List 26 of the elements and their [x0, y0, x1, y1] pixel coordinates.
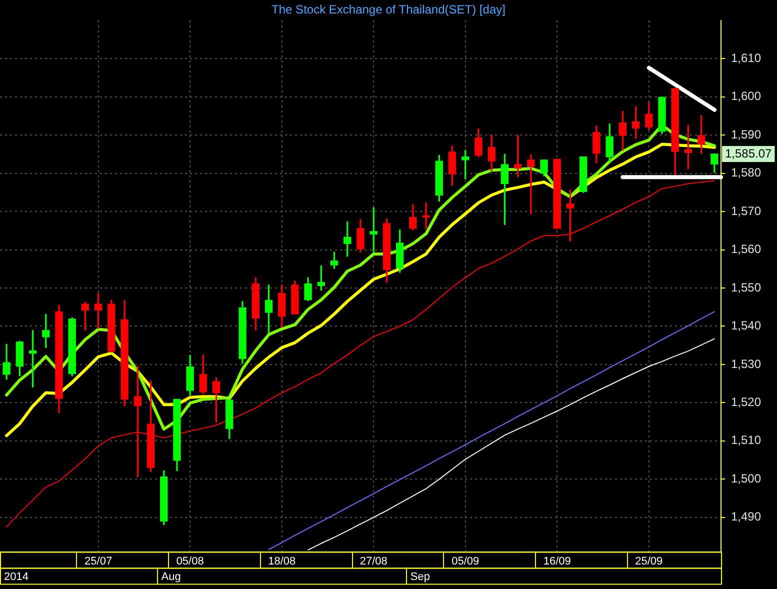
y-tick-label: 1,600	[731, 89, 762, 104]
text: Sep	[410, 570, 430, 583]
x-tick-label: 05/09	[452, 555, 480, 568]
y-tick-label: 1,540	[731, 318, 762, 333]
y-tick-label: 1,570	[731, 204, 762, 218]
x-tick-label: 25/07	[84, 555, 112, 568]
candlestick	[422, 202, 430, 229]
chart-title: The Stock Exchange of Thailand(SET) [day]	[272, 2, 506, 17]
y-tick-label: 1,590	[731, 127, 762, 142]
y-tick-label: 1,490	[731, 510, 762, 524]
y-tick-label: 1,550	[731, 280, 762, 294]
x-tick-label: 25/09	[635, 555, 663, 568]
y-tick-label: 1,610	[731, 50, 762, 65]
y-tick-label: 1,520	[731, 395, 762, 410]
y-tick-label: 1,500	[731, 471, 762, 486]
y-tick-label: 1,560	[731, 242, 762, 256]
text: 1,585.07	[725, 146, 772, 160]
text: Aug	[161, 570, 181, 583]
y-tick-label: 1,510	[731, 433, 762, 448]
x-tick-label: 05/08	[176, 555, 204, 568]
x-tick-label: 27/08	[360, 555, 388, 568]
y-tick-label: 1,530	[731, 356, 762, 371]
text: 2014	[4, 570, 28, 583]
x-tick-label: 16/09	[543, 555, 571, 568]
x-tick-label: 18/08	[268, 555, 296, 568]
y-tick-label: 1,580	[731, 166, 762, 180]
